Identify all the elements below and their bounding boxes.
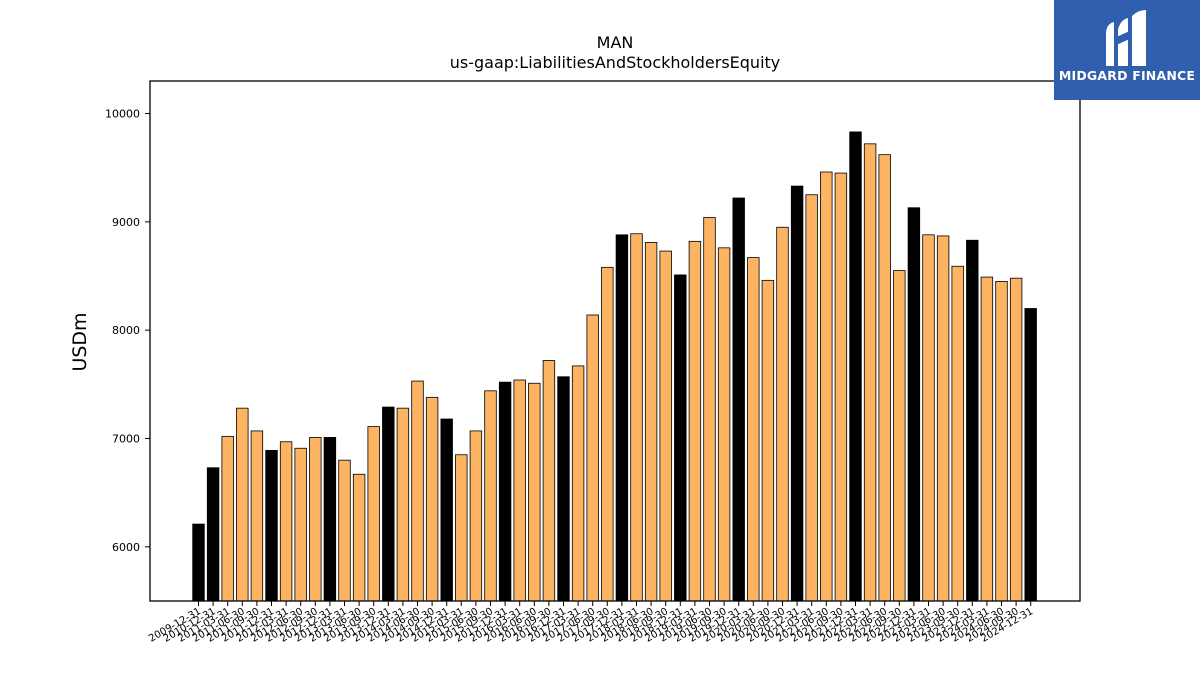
bar-2021-09-30 (834, 172, 848, 602)
bar-2012-09-30 (309, 437, 322, 602)
bar-2023-12-31 (966, 239, 979, 602)
x-axis: 2009-12-312010-12-312011-03-312011-06-30… (147, 601, 1035, 645)
midgard-m-icon (1106, 10, 1146, 66)
bar-2016-12-31 (557, 376, 570, 602)
midgard-finance-logo: MIDGARD FINANCE (1054, 0, 1200, 100)
bar-2021-03-31 (805, 194, 818, 602)
bar-2020-03-31 (747, 257, 760, 602)
bar-2022-12-31 (907, 207, 921, 602)
bar-2020-09-30 (776, 226, 789, 602)
bars-group (192, 131, 1037, 602)
bar-2016-09-30 (542, 360, 556, 602)
bar-2011-12-31 (265, 450, 278, 602)
bar-2017-09-30 (601, 266, 614, 602)
bar-2011-09-30 (250, 430, 264, 602)
bar-2014-12-31 (440, 418, 453, 602)
bar-2024-03-31 (980, 276, 994, 602)
bar-2015-12-31 (498, 381, 512, 602)
bar-2016-06-30 (528, 382, 541, 602)
bar-2015-09-30 (484, 390, 497, 602)
bar-2012-03-31 (279, 441, 293, 602)
bar-2012-12-31 (323, 437, 337, 602)
y-tick-label: 6000 (112, 541, 140, 554)
bar-2018-06-30 (644, 242, 658, 602)
bar-2018-12-31 (674, 274, 687, 602)
y-tick-label: 9000 (112, 216, 140, 229)
bar-2019-12-31 (732, 197, 745, 602)
bar-2011-06-30 (236, 407, 249, 602)
bar-2013-03-31 (338, 459, 351, 602)
bar-2023-09-30 (951, 265, 964, 602)
bar-2024-09-30 (1009, 277, 1023, 602)
bar-2018-09-30 (659, 250, 672, 602)
bar-2013-12-31 (382, 406, 395, 602)
bar-2024-12-31 (1024, 308, 1037, 602)
bar-2023-03-31 (922, 234, 935, 602)
bar-2014-09-30 (425, 396, 439, 602)
y-tick-label: 7000 (112, 433, 140, 446)
bar-2016-03-31 (513, 379, 526, 602)
chart-title: MAN (597, 33, 634, 52)
bar-2019-09-30 (717, 247, 731, 602)
bar-2013-06-30 (352, 473, 366, 602)
y-tick-label: 10000 (105, 108, 140, 121)
bar-2021-06-30 (820, 171, 833, 602)
bar-2013-09-30 (367, 426, 380, 602)
bar-2024-06-30 (995, 281, 1008, 602)
y-axis-label: USDm (69, 312, 91, 371)
bar-2014-06-30 (411, 380, 424, 602)
bar-2017-03-31 (571, 365, 585, 602)
bar-2020-12-31 (790, 185, 804, 602)
bar-2015-03-31 (455, 454, 468, 602)
bar-2019-03-31 (688, 240, 702, 602)
chart-subtitle: us-gaap:LiabilitiesAndStockholdersEquity (450, 53, 781, 72)
bar-2023-06-30 (936, 235, 950, 602)
plot-frame (149, 80, 1081, 602)
bar-2015-06-30 (469, 430, 483, 602)
bar-2017-12-31 (615, 234, 629, 602)
bar-2020-06-30 (761, 279, 775, 602)
bar-2019-06-30 (703, 217, 716, 602)
y-axis: 6000 7000 8000 9000 10000 (105, 108, 150, 554)
bar-2014-03-31 (396, 407, 410, 602)
bar-2017-06-30 (586, 314, 599, 602)
bar-2012-06-30 (294, 447, 307, 602)
bar-2022-09-30 (893, 270, 906, 602)
bar-2011-03-31 (221, 435, 234, 602)
bar-2022-03-31 (863, 143, 877, 602)
bar-2018-03-31 (630, 233, 643, 602)
bar-2021-12-31 (849, 131, 862, 602)
bar-2009-12-31 (192, 523, 205, 602)
bar-2022-06-30 (878, 154, 891, 602)
bar-2010-12-31 (206, 467, 220, 602)
logo-text: MIDGARD FINANCE (1058, 68, 1196, 83)
y-tick-label: 8000 (112, 324, 140, 337)
